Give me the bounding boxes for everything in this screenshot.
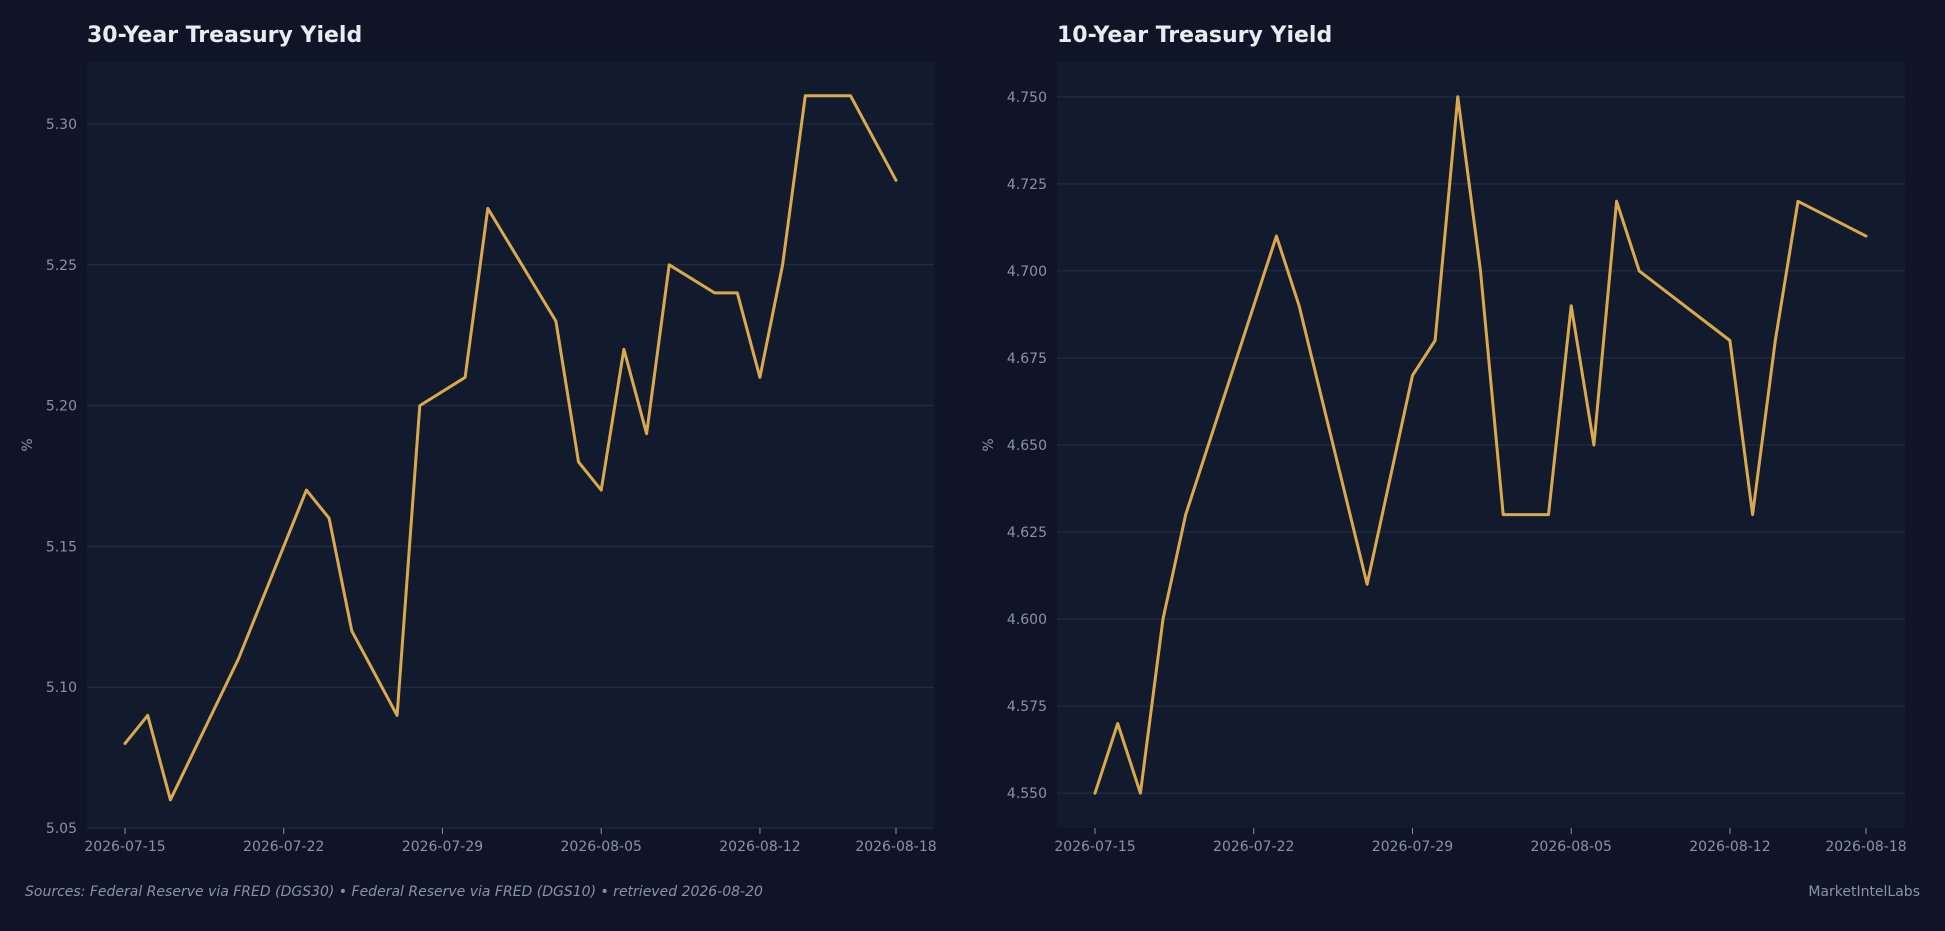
- x-tick-label: 2026-07-29: [1372, 839, 1453, 855]
- x-tick-label: 2026-08-18: [855, 839, 936, 855]
- y-axis-label: %: [20, 438, 36, 451]
- footer-brand: MarketIntelLabs: [1808, 884, 1920, 900]
- series-line: [1093, 95, 1868, 795]
- y-tick-label: 4.725: [1007, 177, 1047, 193]
- y-tick-label: 5.15: [46, 539, 77, 555]
- chart-title: 30-Year Treasury Yield: [87, 23, 362, 48]
- y-tick-label: 4.675: [1007, 351, 1047, 367]
- x-tick-label: 2026-08-12: [1689, 839, 1770, 855]
- chart-panel-1: 5.05 5.10 5.15 5.20 5.25 5.30 2026-07-15 2026-0…: [20, 23, 937, 855]
- x-tick-label: 2026-08-12: [719, 839, 800, 855]
- y-tick-label: 5.20: [46, 399, 77, 415]
- x-tick-label: 2026-08-18: [1825, 839, 1906, 855]
- y-tick-label: 4.625: [1007, 525, 1047, 541]
- y-tick-label: 4.700: [1007, 264, 1047, 280]
- footer-sources: Sources: Federal Reserve via FRED (DGS30…: [25, 884, 763, 900]
- y-tick-label: 5.30: [46, 117, 77, 133]
- y-tick-label: 4.600: [1007, 612, 1047, 628]
- y-tick-label: 5.25: [46, 258, 77, 274]
- x-tick-label: 2026-08-05: [561, 839, 642, 855]
- x-tick-label: 2026-07-15: [1054, 839, 1135, 855]
- x-tick-label: 2026-07-22: [1213, 839, 1294, 855]
- x-tick-label: 2026-07-29: [402, 839, 483, 855]
- chart-panel-2: 4.550 4.575 4.600 4.625 4.650 4.675 4.700 4.725…: [981, 23, 1907, 855]
- x-tick-label: 2026-08-05: [1531, 839, 1612, 855]
- y-axis-label: %: [981, 438, 997, 451]
- y-tick-label: 5.05: [46, 821, 77, 837]
- y-tick-label: 4.575: [1007, 699, 1047, 715]
- chart-title: 10-Year Treasury Yield: [1057, 23, 1332, 48]
- x-tick-label: 2026-07-15: [84, 839, 165, 855]
- y-tick-label: 4.750: [1007, 90, 1047, 106]
- plot-area: [87, 62, 934, 828]
- series-line: [123, 94, 898, 802]
- y-tick-label: 5.10: [46, 680, 77, 696]
- x-tick-label: 2026-07-22: [243, 839, 324, 855]
- y-tick-label: 4.550: [1007, 786, 1047, 802]
- y-tick-label: 4.650: [1007, 438, 1047, 454]
